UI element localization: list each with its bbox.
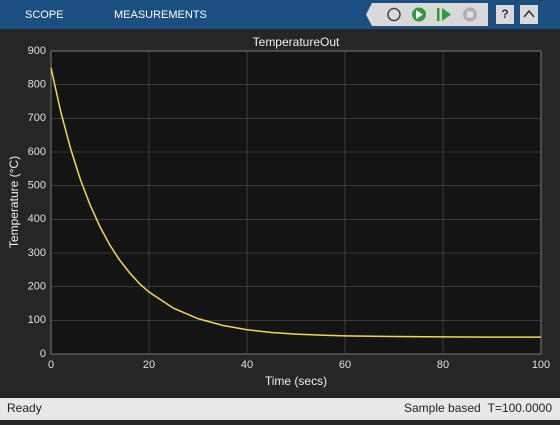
tab-measurements[interactable]: MEASUREMENTS xyxy=(114,9,207,21)
data-line xyxy=(50,67,541,338)
x-axis-label: Time (secs) xyxy=(265,374,327,388)
y-tick-label: 900 xyxy=(28,45,46,57)
x-tick-label: 80 xyxy=(437,359,449,371)
step-glyph xyxy=(442,8,451,21)
y-tick-label: 700 xyxy=(28,112,46,124)
run-glyph xyxy=(416,10,423,19)
x-tick-label: 0 xyxy=(48,359,54,371)
step-back-icon[interactable] xyxy=(387,7,401,22)
y-tick-label: 300 xyxy=(28,247,46,259)
help-glyph: ? xyxy=(501,7,508,21)
help-icon[interactable] xyxy=(496,5,514,24)
status-mode: Sample based xyxy=(404,401,481,415)
y-tick-label: 500 xyxy=(28,180,46,192)
collapse-icon[interactable] xyxy=(520,5,538,24)
status-state: Ready xyxy=(7,401,42,415)
y-tick-label: 800 xyxy=(28,79,46,91)
y-axis-label: Temperature (°C) xyxy=(7,156,21,248)
y-tick-label: 400 xyxy=(28,213,46,225)
chart-title: TemperatureOut xyxy=(253,35,340,49)
y-tick-label: 200 xyxy=(28,281,46,293)
status-bar xyxy=(0,398,560,420)
x-tick-label: 60 xyxy=(339,359,351,371)
x-tick-label: 40 xyxy=(241,359,253,371)
toolbar-icons: ? xyxy=(366,3,538,26)
x-tick-label: 20 xyxy=(143,359,155,371)
collapse-glyph xyxy=(523,9,535,18)
y-tick-label: 100 xyxy=(28,314,46,326)
status-time: T=100.0000 xyxy=(488,401,553,415)
y-tick-label: 600 xyxy=(28,146,46,158)
x-tick-label: 100 xyxy=(532,359,550,371)
tab-scope[interactable]: SCOPE xyxy=(25,9,64,21)
axes-box xyxy=(50,50,542,355)
stop-glyph xyxy=(467,11,473,18)
y-tick-label: 0 xyxy=(40,348,46,360)
step-icon[interactable] xyxy=(437,8,440,21)
plot-area xyxy=(51,51,541,354)
